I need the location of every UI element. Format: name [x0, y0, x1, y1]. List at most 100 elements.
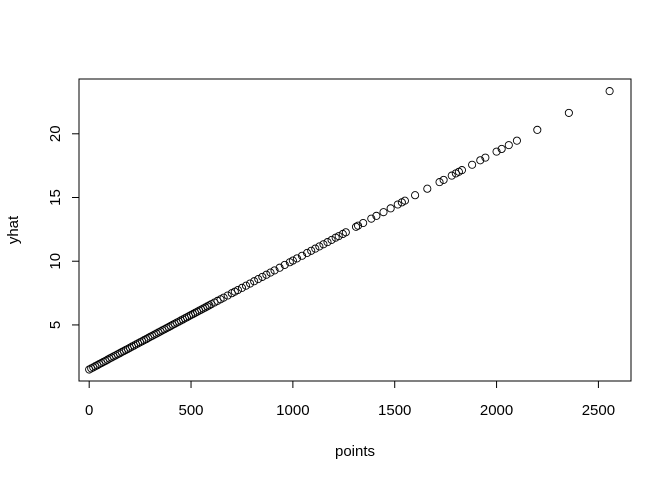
- data-point: [180, 314, 189, 323]
- data-point: [95, 359, 104, 369]
- data-point: [156, 327, 165, 336]
- data-point: [203, 302, 212, 311]
- data-point: [250, 277, 259, 286]
- x-tick-label: 2000: [480, 402, 513, 419]
- x-tick-label: 2500: [582, 402, 615, 419]
- data-point: [351, 222, 361, 231]
- data-point: [125, 343, 134, 352]
- data-point: [379, 208, 388, 217]
- data-point: [533, 125, 542, 134]
- y-tick-label: 15: [47, 189, 64, 206]
- data-point: [319, 240, 328, 249]
- data-point: [497, 144, 506, 154]
- data-point: [152, 329, 161, 338]
- data-point: [288, 256, 297, 265]
- data-point: [101, 356, 110, 365]
- data-point: [93, 361, 102, 370]
- data-point: [85, 365, 94, 374]
- data-point: [447, 171, 456, 180]
- data-point: [121, 345, 130, 354]
- data-point: [605, 87, 614, 96]
- data-point: [103, 355, 112, 364]
- data-point: [176, 316, 185, 325]
- data-point: [172, 318, 181, 327]
- data-point: [182, 313, 192, 322]
- data-point: [246, 279, 255, 288]
- data-point: [184, 312, 194, 321]
- data-point: [411, 191, 420, 200]
- data-point: [99, 357, 108, 366]
- data-point: [280, 260, 289, 269]
- x-tick-label: 500: [179, 402, 204, 419]
- data-point: [162, 324, 171, 333]
- data-point: [115, 349, 124, 358]
- x-tick-label: 1500: [378, 402, 411, 419]
- data-point: [323, 238, 332, 247]
- data-point: [107, 353, 116, 362]
- data-point: [111, 351, 120, 360]
- data-point: [127, 342, 137, 351]
- data-point: [146, 332, 155, 341]
- data-point: [197, 305, 206, 314]
- data-point: [195, 306, 204, 315]
- data-point: [191, 308, 200, 317]
- data-point: [97, 358, 106, 368]
- data-point: [457, 166, 466, 175]
- data-point: [435, 178, 444, 187]
- y-tick-label: 5: [47, 321, 64, 329]
- data-point: [142, 335, 151, 344]
- data-point: [393, 200, 402, 209]
- data-point: [386, 204, 395, 213]
- data-point: [266, 268, 275, 277]
- data-point: [254, 275, 263, 284]
- x-axis-label: points: [335, 443, 375, 460]
- data-point: [311, 244, 320, 253]
- x-axis: 0 500 1000 1500 2000 2500: [85, 380, 615, 419]
- data-point: [292, 254, 302, 263]
- data-point: [258, 272, 267, 281]
- data-point: [138, 337, 147, 346]
- data-point: [303, 248, 312, 257]
- data-point: [481, 153, 490, 162]
- data-point: [512, 136, 521, 145]
- data-point: [241, 281, 251, 290]
- data-point: [262, 270, 271, 279]
- data-point: [154, 328, 163, 337]
- data-point: [327, 235, 336, 244]
- data-point: [205, 301, 214, 310]
- data-point: [315, 242, 324, 251]
- data-point: [140, 336, 149, 345]
- data-point: [136, 338, 145, 347]
- data-point: [201, 303, 210, 312]
- data-point: [160, 325, 169, 334]
- y-tick-label: 10: [47, 253, 64, 270]
- data-point: [166, 321, 175, 331]
- data-point: [297, 251, 307, 260]
- data-point: [117, 348, 126, 357]
- data-point: [504, 141, 513, 150]
- data-point: [89, 363, 98, 372]
- data-point: [219, 293, 228, 302]
- data-point: [476, 156, 485, 165]
- data-point: [223, 291, 232, 300]
- data-point: [168, 320, 177, 329]
- data-point: [492, 147, 501, 156]
- x-tick-label: 1000: [276, 402, 309, 419]
- data-point: [307, 246, 316, 255]
- data-point: [170, 319, 179, 328]
- data-point: [109, 352, 118, 361]
- data-point: [148, 331, 157, 340]
- data-point: [91, 362, 100, 371]
- data-point: [341, 228, 350, 237]
- data-point: [134, 339, 143, 348]
- data-point: [354, 221, 363, 230]
- data-point: [123, 344, 132, 353]
- data-point: [113, 350, 122, 359]
- y-tick-label: 20: [47, 125, 64, 142]
- data-point: [131, 340, 141, 349]
- data-point: [400, 196, 409, 205]
- data-point: [233, 285, 242, 295]
- data-point: [189, 309, 198, 319]
- y-axis-label: yhat: [5, 215, 22, 244]
